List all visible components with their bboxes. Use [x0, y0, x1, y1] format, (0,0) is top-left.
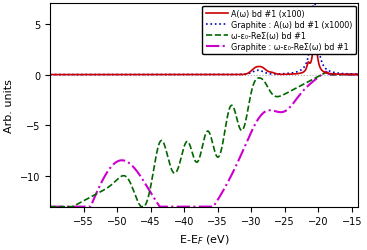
- ω-ε₀-ReΣ(ω) bd #1: [101, 189, 106, 192]
- A(ω) bd #1 (x100): [350, 74, 355, 76]
- Y-axis label: Arb. units: Arb. units: [4, 79, 14, 132]
- Graphite : A(ω) bd #1 (x1000): (-42.4, 0.00396): A(ω) bd #1 (x1000): (-42.4, 0.00396): [166, 74, 171, 77]
- ω-ε₀-ReΣ(ω) bd #1: [356, 74, 361, 77]
- A(ω) bd #1 (x100): [101, 74, 106, 77]
- A(ω) bd #1 (x100): [179, 74, 184, 77]
- ω-ε₀-ReΣ(ω) bd #1: [83, 199, 87, 202]
- Graphite : ω-ε₀-ReΣ(ω) bd #1: (-42.4, -13): ω-ε₀-ReΣ(ω) bd #1: (-42.4, -13): [166, 205, 171, 208]
- Graphite : A(ω) bd #1 (x1000): (-20.6, 7.5): A(ω) bd #1 (x1000): (-20.6, 7.5): [312, 0, 316, 1]
- ω-ε₀-ReΣ(ω) bd #1: [48, 205, 52, 208]
- Line: Graphite : A(ω) bd #1 (x1000): Graphite : A(ω) bd #1 (x1000): [50, 0, 359, 75]
- A(ω) bd #1 (x100): [317, 64, 321, 68]
- ω-ε₀-ReΣ(ω) bd #1: [350, 74, 355, 77]
- ω-ε₀-ReΣ(ω) bd #1: [317, 75, 321, 78]
- Graphite : ω-ε₀-ReΣ(ω) bd #1: (-54.8, -13): ω-ε₀-ReΣ(ω) bd #1: (-54.8, -13): [83, 205, 87, 208]
- Line: ω-ε₀-ReΣ(ω) bd #1: ω-ε₀-ReΣ(ω) bd #1: [50, 73, 359, 207]
- ω-ε₀-ReΣ(ω) bd #1: [324, 72, 328, 75]
- Graphite : ω-ε₀-ReΣ(ω) bd #1: (-14, 3.81e-68): ω-ε₀-ReΣ(ω) bd #1: (-14, 3.81e-68): [356, 74, 361, 77]
- Graphite : ω-ε₀-ReΣ(ω) bd #1: (-18.9, 0.28): ω-ε₀-ReΣ(ω) bd #1: (-18.9, 0.28): [324, 71, 328, 74]
- A(ω) bd #1 (x100): [83, 74, 87, 77]
- Graphite : A(ω) bd #1 (x1000): (-52, 0.0019): A(ω) bd #1 (x1000): (-52, 0.0019): [101, 74, 106, 77]
- Graphite : ω-ε₀-ReΣ(ω) bd #1: (-60, -13): ω-ε₀-ReΣ(ω) bd #1: (-60, -13): [48, 205, 52, 208]
- ω-ε₀-ReΣ(ω) bd #1: [166, 158, 171, 161]
- Graphite : ω-ε₀-ReΣ(ω) bd #1: (-19.9, -0.19): ω-ε₀-ReΣ(ω) bd #1: (-19.9, -0.19): [317, 76, 321, 79]
- Graphite : A(ω) bd #1 (x1000): (-40.4, 0.0048): A(ω) bd #1 (x1000): (-40.4, 0.0048): [179, 74, 184, 77]
- A(ω) bd #1 (x100): [313, 33, 317, 36]
- Graphite : A(ω) bd #1 (x1000): (-54.8, 0.00161): A(ω) bd #1 (x1000): (-54.8, 0.00161): [83, 74, 87, 77]
- A(ω) bd #1 (x100): [356, 74, 361, 77]
- A(ω) bd #1 (x100): [48, 74, 52, 77]
- Graphite : A(ω) bd #1 (x1000): (-19.8, 2.28): A(ω) bd #1 (x1000): (-19.8, 2.28): [317, 51, 321, 54]
- Graphite : ω-ε₀-ReΣ(ω) bd #1: (-14.9, 3.19e-46): ω-ε₀-ReΣ(ω) bd #1: (-14.9, 3.19e-46): [350, 74, 355, 77]
- Graphite : A(ω) bd #1 (x1000): (-14, 0.0428): A(ω) bd #1 (x1000): (-14, 0.0428): [356, 73, 361, 76]
- Line: Graphite : ω-ε₀-ReΣ(ω) bd #1: Graphite : ω-ε₀-ReΣ(ω) bd #1: [50, 72, 359, 207]
- ω-ε₀-ReΣ(ω) bd #1: [179, 154, 184, 157]
- Graphite : ω-ε₀-ReΣ(ω) bd #1: (-52, -10.2): ω-ε₀-ReΣ(ω) bd #1: (-52, -10.2): [101, 177, 106, 180]
- X-axis label: E-E$_F$ (eV): E-E$_F$ (eV): [179, 232, 230, 245]
- Graphite : ω-ε₀-ReΣ(ω) bd #1: (-40.4, -13): ω-ε₀-ReΣ(ω) bd #1: (-40.4, -13): [179, 205, 184, 208]
- A(ω) bd #1 (x100): [166, 74, 171, 77]
- Graphite : A(ω) bd #1 (x1000): (-60, 0.00121): A(ω) bd #1 (x1000): (-60, 0.00121): [48, 74, 52, 77]
- Legend: A(ω) bd #1 (x100), Graphite : A(ω) bd #1 (x1000), ω-ε₀-ReΣ(ω) bd #1, Graphite : : A(ω) bd #1 (x100), Graphite : A(ω) bd #1…: [203, 7, 356, 55]
- Graphite : A(ω) bd #1 (x1000): (-14.9, 0.0571): A(ω) bd #1 (x1000): (-14.9, 0.0571): [350, 73, 355, 76]
- Line: A(ω) bd #1 (x100): A(ω) bd #1 (x100): [50, 34, 359, 75]
